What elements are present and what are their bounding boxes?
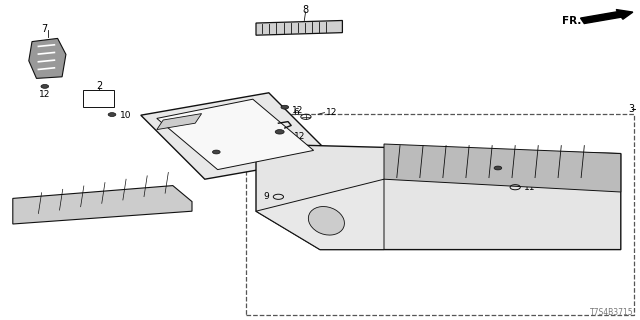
Polygon shape [384, 144, 621, 192]
Circle shape [494, 166, 502, 170]
Text: 3: 3 [628, 104, 635, 114]
Ellipse shape [308, 206, 344, 235]
Text: 11: 11 [524, 183, 535, 192]
Polygon shape [256, 20, 342, 35]
Text: 7: 7 [42, 24, 48, 34]
Text: 1: 1 [237, 131, 243, 141]
Text: 5: 5 [266, 127, 272, 136]
Text: 9: 9 [263, 192, 269, 201]
Text: 12: 12 [292, 106, 303, 115]
Text: 12: 12 [326, 108, 338, 117]
Circle shape [41, 84, 49, 88]
Text: T7S4B3715: T7S4B3715 [590, 308, 634, 317]
Text: 2: 2 [96, 81, 102, 92]
Polygon shape [256, 179, 384, 250]
Polygon shape [157, 114, 202, 130]
Text: 4: 4 [266, 120, 272, 129]
Polygon shape [13, 186, 192, 224]
Circle shape [281, 105, 289, 109]
FancyArrow shape [580, 10, 633, 24]
Text: 8: 8 [303, 5, 308, 15]
Text: 10: 10 [227, 148, 239, 156]
Circle shape [275, 130, 284, 134]
Text: 10: 10 [120, 111, 132, 120]
Bar [83, 90, 114, 107]
Text: 12: 12 [294, 132, 306, 141]
Text: 10: 10 [506, 164, 517, 172]
Polygon shape [157, 99, 314, 170]
Polygon shape [141, 93, 333, 179]
Bar [246, 114, 634, 315]
Circle shape [108, 113, 116, 116]
Polygon shape [29, 38, 66, 78]
Text: 12: 12 [39, 90, 51, 99]
Polygon shape [256, 144, 621, 250]
Text: 6: 6 [294, 108, 300, 117]
Text: FR.: FR. [562, 16, 581, 26]
Circle shape [212, 150, 220, 154]
